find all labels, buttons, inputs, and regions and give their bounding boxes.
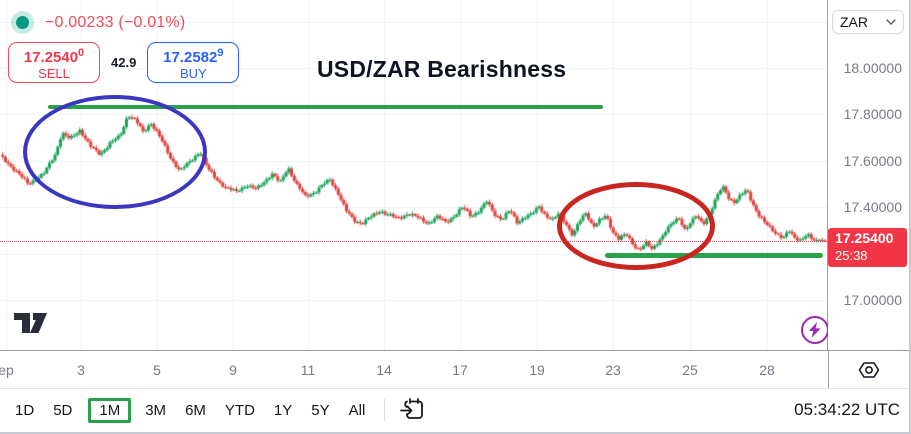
time-tick: 25 xyxy=(682,361,698,378)
time-tick: 14 xyxy=(376,361,392,378)
range-buttons: 1D 5D 1M 3M 6M YTD 1Y 5Y All xyxy=(12,397,381,423)
order-panel: 17.25400 SELL 42.9 17.25829 BUY xyxy=(8,42,240,83)
axis-corner xyxy=(828,351,909,388)
price-tick: 17.00000 xyxy=(843,292,902,308)
lightning-bolt-glyph xyxy=(809,322,821,338)
settings-icon[interactable] xyxy=(856,358,882,382)
clock: 05:34:22 UTC xyxy=(794,400,900,419)
time-tick: 28 xyxy=(759,361,775,378)
time-axis[interactable]: ep 3 5 9 11 14 17 19 23 25 28 xyxy=(0,350,909,388)
resistance-line xyxy=(48,105,603,110)
range-button-1m[interactable]: 1M xyxy=(88,397,132,423)
range-button-all[interactable]: All xyxy=(346,399,369,422)
range-button-5y[interactable]: 5Y xyxy=(308,399,332,422)
range-button-5d[interactable]: 5D xyxy=(50,399,75,422)
range-button-1y[interactable]: 1Y xyxy=(271,399,295,422)
time-tick: 17 xyxy=(452,361,468,378)
price-tick: 17.80000 xyxy=(843,106,902,123)
support-line xyxy=(605,253,823,259)
chevron-down-icon xyxy=(886,19,896,25)
spread-value: 42.9 xyxy=(111,55,137,70)
chart-pane[interactable]: −0.00233 (−0.01%) 17.25400 SELL 42.9 17.… xyxy=(0,0,829,350)
range-button-6m[interactable]: 6M xyxy=(182,399,209,422)
sell-price: 17.25400 xyxy=(23,46,85,66)
sell-label: SELL xyxy=(38,65,70,81)
badge-countdown: 25:38 xyxy=(835,247,868,263)
time-tick: 23 xyxy=(605,361,621,378)
bottom-toolbar: 1D 5D 1M 3M 6M YTD 1Y 5Y All 05:34:22 UTC xyxy=(0,388,909,431)
last-price-badge: 17.25400 25:38 xyxy=(828,228,907,267)
symbol-change-row: −0.00233 (−0.01%) xyxy=(11,11,185,34)
go-to-date-icon[interactable] xyxy=(398,396,426,424)
buy-price: 17.25829 xyxy=(163,46,224,66)
buy-label: BUY xyxy=(179,65,207,81)
time-tick: 3 xyxy=(77,361,85,378)
time-tick: 11 xyxy=(300,361,316,378)
chart-title: USD/ZAR Bearishness xyxy=(317,56,567,82)
price-axis[interactable]: ZAR 18.00000 17.80000 17.60000 17.40000 17.0… xyxy=(828,0,909,350)
blue-ellipse-annotation xyxy=(23,95,207,209)
sell-button[interactable]: 17.25400 SELL xyxy=(8,42,100,83)
red-ellipse-annotation xyxy=(557,182,715,270)
range-button-3m[interactable]: 3M xyxy=(142,399,169,422)
market-status-icon xyxy=(11,11,34,34)
time-tick: 5 xyxy=(153,361,161,378)
time-tick: ep xyxy=(0,361,14,378)
time-tick: 9 xyxy=(229,361,237,378)
price-tick: 17.40000 xyxy=(843,199,902,216)
badge-price: 17.25400 xyxy=(835,230,894,247)
range-button-ytd[interactable]: YTD xyxy=(222,399,258,422)
toolbar-divider xyxy=(384,399,386,421)
lightning-icon[interactable] xyxy=(801,316,829,344)
time-tick: 19 xyxy=(529,361,545,378)
tradingview-logo[interactable] xyxy=(12,310,50,336)
currency-selector[interactable]: ZAR xyxy=(832,10,904,34)
price-change-text: −0.00233 (−0.01%) xyxy=(45,13,186,31)
last-price-line xyxy=(0,241,827,243)
price-tick: 17.60000 xyxy=(843,152,902,169)
buy-button[interactable]: 17.25829 BUY xyxy=(147,42,240,83)
price-tick: 18.00000 xyxy=(843,60,902,76)
currency-label: ZAR xyxy=(840,14,868,30)
range-button-1d[interactable]: 1D xyxy=(12,399,37,422)
